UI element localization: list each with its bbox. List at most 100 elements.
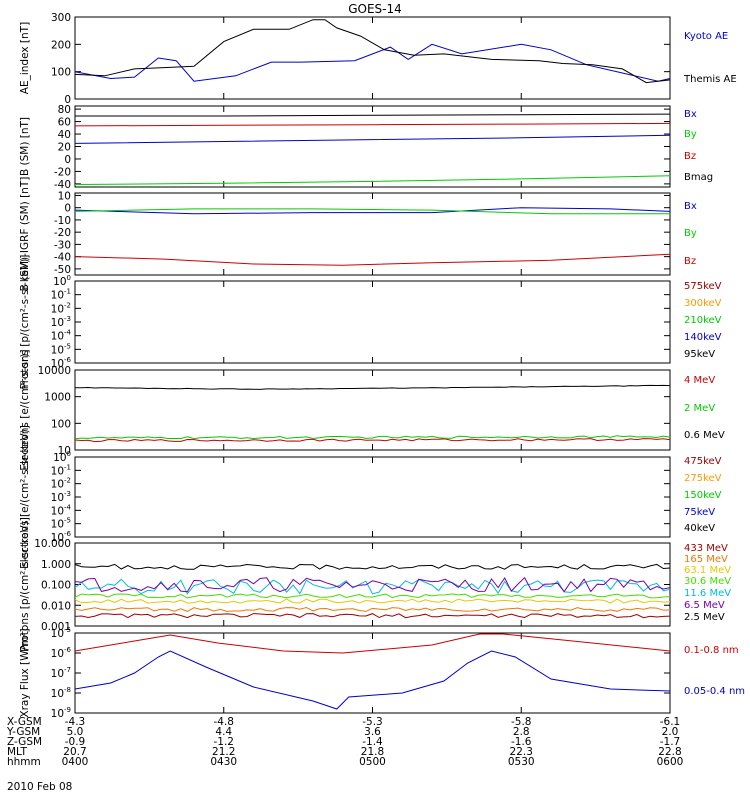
ytick-label: 20 [58, 142, 71, 154]
ytick-label: 0.001 [41, 621, 71, 633]
series-line [74, 19, 671, 84]
series-line [74, 613, 671, 619]
legend-entry: 150keV [684, 490, 722, 501]
ytick-label: 0 [64, 154, 71, 166]
ytick-label: 40 [58, 129, 71, 141]
orbit-value: 21.2 [212, 746, 235, 758]
panel-1: 0 100 200 300 AE_index [nT] Kyoto AE Themis AE [19, 12, 737, 106]
ytick-label: 0.100 [41, 580, 71, 592]
legend-entry: Bz [684, 256, 696, 267]
legend-entry: 165 MeV [684, 554, 728, 565]
orbit-row-label: Y-GSM [6, 726, 40, 738]
orbit-value: 4.4 [215, 726, 232, 738]
ytick-label: 100 [51, 418, 71, 430]
ytick-label: 10-1 [51, 288, 71, 302]
ylabel: B (SM) [nT] [19, 117, 31, 176]
ytick-label: 10.000 [34, 538, 71, 550]
orbit-value: -5.3 [362, 716, 383, 728]
legend-entry: 95keV [684, 349, 715, 360]
series-line [74, 208, 670, 215]
ytick-label: 10-5 [51, 342, 71, 356]
ytick-label: -40 [54, 179, 71, 191]
legend-entry: Bx [684, 201, 697, 212]
orbit-table: X-GSM -4.3 -4.8 -5.3 -5.8 -6.1 Y-GSM 5.0 4.4 3.6 2… [6, 716, 683, 768]
legend-entry: 433 MeV [684, 543, 728, 554]
legend-entry: 0.05-0.4 nm [684, 686, 745, 697]
legend-entry: 6.5 MeV [684, 600, 725, 611]
ytick-label: 10-1 [51, 463, 71, 477]
ytick-label: -20 [54, 227, 71, 239]
ytick-label: 10-3 [51, 490, 71, 504]
legend-entry: 2 MeV [684, 403, 715, 414]
ytick-label: 10-8 [51, 686, 71, 700]
legend-entry: By [684, 228, 697, 239]
legend-entry: 575keV [684, 281, 722, 292]
panel-frame [74, 192, 671, 276]
legend-entry: 475keV [684, 456, 722, 467]
orbit-value: -1.2 [214, 736, 235, 748]
series-line [75, 113, 671, 117]
ytick-label: 10-2 [51, 301, 71, 315]
ytick-label: 100 [53, 450, 71, 464]
series-line [74, 576, 671, 593]
ytick-label: 10-4 [51, 329, 72, 343]
orbit-value: 22.3 [510, 746, 533, 758]
series-line [74, 384, 671, 390]
page-title: GOES-14 [348, 2, 402, 16]
panel-frame [74, 16, 671, 100]
ytick-label: -20 [54, 166, 71, 178]
ytick-label: 10-2 [51, 477, 71, 491]
orbit-value: 0500 [359, 756, 386, 768]
legend-entry: 300keV [684, 298, 722, 309]
ytick-label: 200 [51, 39, 71, 51]
orbit-value: 22.8 [658, 746, 681, 758]
orbit-value: -6.1 [660, 716, 681, 728]
legend-entry: 4 MeV [684, 375, 715, 386]
ytick-label: -40 [54, 252, 71, 264]
orbit-value: -0.9 [65, 736, 86, 748]
orbit-value: 3.6 [364, 726, 381, 738]
legend-entry: 30.6 MeV [684, 576, 731, 587]
orbit-value: -1.4 [362, 736, 383, 748]
orbit-value: -1.6 [511, 736, 532, 748]
series-line [74, 598, 671, 604]
series-line [74, 175, 671, 185]
orbit-value: 2.8 [513, 726, 530, 738]
legend-entry: 75keV [684, 507, 715, 518]
ytick-label: 10-3 [51, 315, 71, 329]
legend-entry: 275keV [684, 473, 722, 484]
orbit-row-label: hhmm [7, 756, 41, 768]
ytick-label: -50 [54, 264, 71, 276]
legend-entry: 140keV [684, 332, 722, 343]
series-line [74, 578, 671, 595]
series-line [74, 563, 671, 570]
ylabel: Electrons [e/(cm²-s-sr)] [19, 349, 31, 470]
ytick-label: 80 [58, 104, 71, 116]
ytick-label: 1000 [44, 392, 71, 404]
series-line [74, 650, 671, 710]
ylabel: Xray Flux [W/m²] [19, 628, 31, 717]
ytick-label: 0 [64, 94, 71, 106]
ytick-label: -30 [54, 239, 71, 251]
orbit-value: 0430 [210, 756, 237, 768]
ylabel: AE_index [nT] [19, 22, 31, 94]
ytick-label: -10 [54, 215, 71, 227]
legend-entry: 40keV [684, 523, 715, 534]
panel-frame [74, 632, 671, 714]
orbit-row-label: Z-GSM [7, 736, 42, 748]
legend-entry: By [684, 129, 697, 140]
ytick-label: 10 [58, 190, 71, 202]
orbit-value: 0530 [508, 756, 535, 768]
legend-entry: 0.1-0.8 nm [684, 645, 739, 656]
orbit-value: 5.0 [67, 726, 84, 738]
ytick-label: 10 [58, 445, 71, 457]
legend-entry: 210keV [684, 315, 722, 326]
ytick-label: 100 [51, 67, 71, 79]
legend-entry: Kyoto AE [684, 31, 728, 42]
panel-frame [74, 280, 671, 364]
